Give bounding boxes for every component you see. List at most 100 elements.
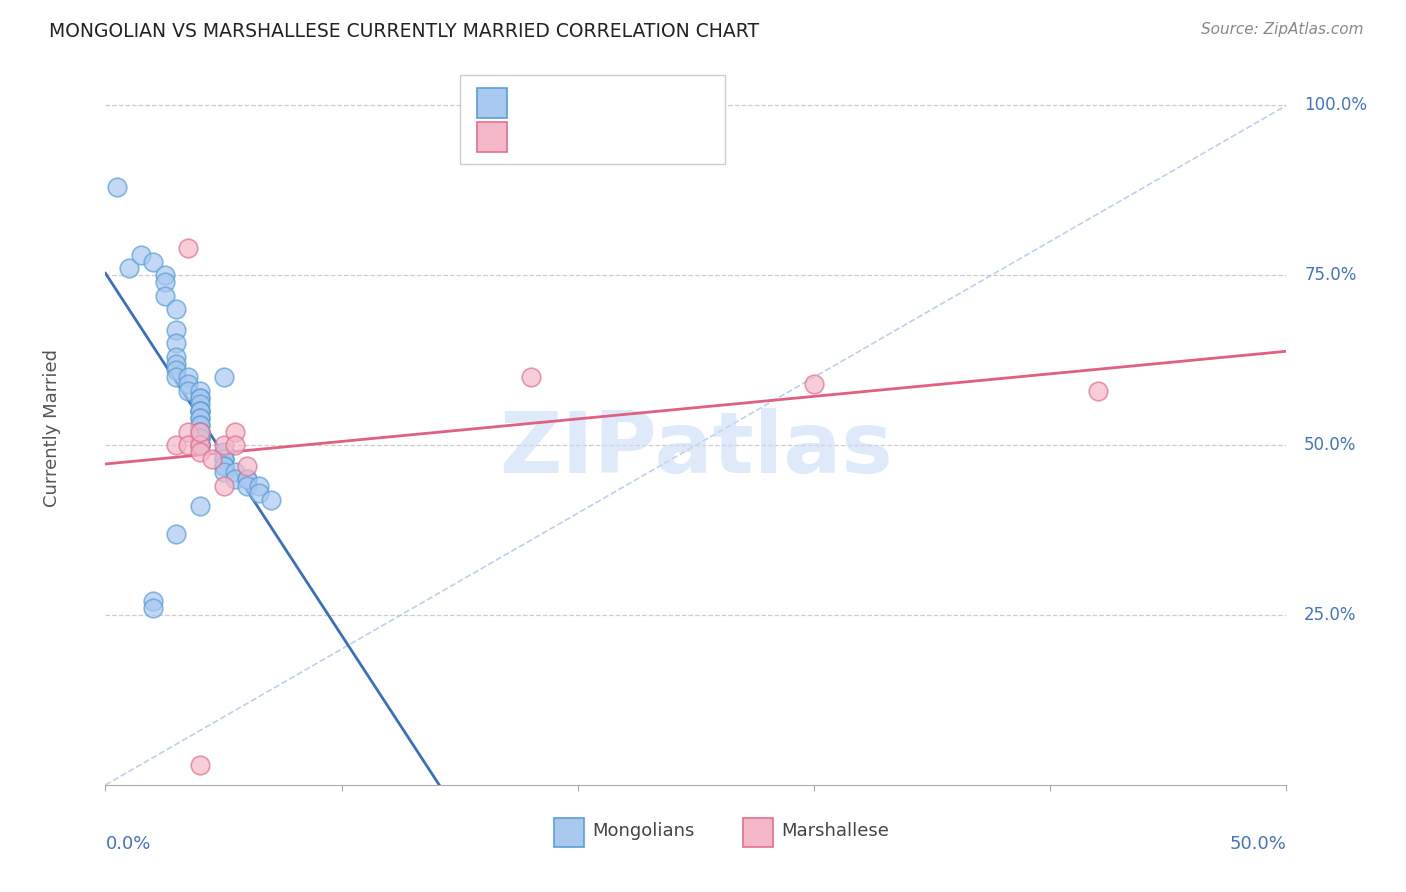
Point xyxy=(188,438,211,452)
Point xyxy=(188,438,211,452)
Point xyxy=(212,458,235,473)
Point xyxy=(188,391,211,405)
Point xyxy=(188,425,211,439)
Text: 60: 60 xyxy=(657,100,682,118)
Point xyxy=(188,438,211,452)
Point xyxy=(188,391,211,405)
Point xyxy=(224,438,246,452)
Point xyxy=(188,425,211,439)
Point xyxy=(201,451,224,466)
Text: 16: 16 xyxy=(657,136,682,153)
Point xyxy=(188,431,211,445)
Point xyxy=(188,417,211,432)
Text: 0.0%: 0.0% xyxy=(105,835,150,853)
Point xyxy=(188,425,211,439)
FancyBboxPatch shape xyxy=(478,122,508,152)
Point xyxy=(177,370,200,384)
Point xyxy=(212,438,235,452)
Point xyxy=(188,397,211,411)
Text: 100.0%: 100.0% xyxy=(1305,96,1367,114)
Text: 75.0%: 75.0% xyxy=(1305,266,1357,285)
FancyBboxPatch shape xyxy=(554,819,583,847)
Point xyxy=(188,438,211,452)
Point xyxy=(105,180,128,194)
Text: MONGOLIAN VS MARSHALLESE CURRENTLY MARRIED CORRELATION CHART: MONGOLIAN VS MARSHALLESE CURRENTLY MARRI… xyxy=(49,22,759,41)
Point xyxy=(165,336,187,351)
Text: R =: R = xyxy=(515,136,554,153)
Point xyxy=(224,466,246,480)
Text: 50.0%: 50.0% xyxy=(1230,835,1286,853)
Text: 0.334: 0.334 xyxy=(553,136,610,153)
Text: R =: R = xyxy=(515,100,554,118)
Point xyxy=(153,268,176,283)
Point xyxy=(188,425,211,439)
Point xyxy=(165,357,187,371)
FancyBboxPatch shape xyxy=(478,87,508,118)
Text: N =: N = xyxy=(619,136,659,153)
Point xyxy=(142,601,165,615)
Text: N =: N = xyxy=(619,100,659,118)
Point xyxy=(118,261,141,276)
Text: 25.0%: 25.0% xyxy=(1305,606,1357,624)
Point xyxy=(212,466,235,480)
FancyBboxPatch shape xyxy=(460,75,725,164)
Text: Mongolians: Mongolians xyxy=(592,822,695,840)
Point xyxy=(177,241,200,255)
Point xyxy=(188,417,211,432)
FancyBboxPatch shape xyxy=(744,819,773,847)
Text: 50.0%: 50.0% xyxy=(1305,436,1357,454)
Point xyxy=(212,370,235,384)
Point xyxy=(177,425,200,439)
Point xyxy=(188,500,211,514)
Point xyxy=(142,594,165,608)
Text: Currently Married: Currently Married xyxy=(44,349,62,508)
Text: Marshallese: Marshallese xyxy=(780,822,889,840)
Point xyxy=(1087,384,1109,398)
Point xyxy=(212,445,235,459)
Point xyxy=(165,526,187,541)
Point xyxy=(188,431,211,445)
Point xyxy=(177,384,200,398)
Point xyxy=(519,370,541,384)
Text: ZIPatlas: ZIPatlas xyxy=(499,408,893,491)
Point xyxy=(260,492,283,507)
Point xyxy=(165,363,187,377)
Point xyxy=(188,384,211,398)
Point xyxy=(188,411,211,425)
Point xyxy=(236,479,259,493)
Point xyxy=(165,438,187,452)
Point xyxy=(224,472,246,486)
Point xyxy=(236,458,259,473)
Point xyxy=(153,288,176,302)
Point xyxy=(236,472,259,486)
Point xyxy=(153,275,176,289)
Point xyxy=(247,485,270,500)
Point xyxy=(188,404,211,418)
Point xyxy=(212,451,235,466)
Point xyxy=(188,404,211,418)
Point xyxy=(188,404,211,418)
Point xyxy=(224,425,246,439)
Point xyxy=(188,438,211,452)
Point xyxy=(177,376,200,391)
Point xyxy=(212,451,235,466)
Point xyxy=(188,757,211,772)
Point xyxy=(165,323,187,337)
Text: Source: ZipAtlas.com: Source: ZipAtlas.com xyxy=(1201,22,1364,37)
Point xyxy=(212,479,235,493)
Point xyxy=(188,438,211,452)
Point xyxy=(177,438,200,452)
Point xyxy=(188,431,211,445)
Point xyxy=(142,254,165,268)
Point xyxy=(212,445,235,459)
Point xyxy=(188,445,211,459)
Point xyxy=(165,370,187,384)
Point xyxy=(165,350,187,364)
Point xyxy=(803,376,825,391)
Point xyxy=(188,411,211,425)
Point xyxy=(165,302,187,317)
Point xyxy=(129,248,152,262)
Point xyxy=(212,458,235,473)
Point xyxy=(188,438,211,452)
Text: 0.118: 0.118 xyxy=(553,100,610,118)
